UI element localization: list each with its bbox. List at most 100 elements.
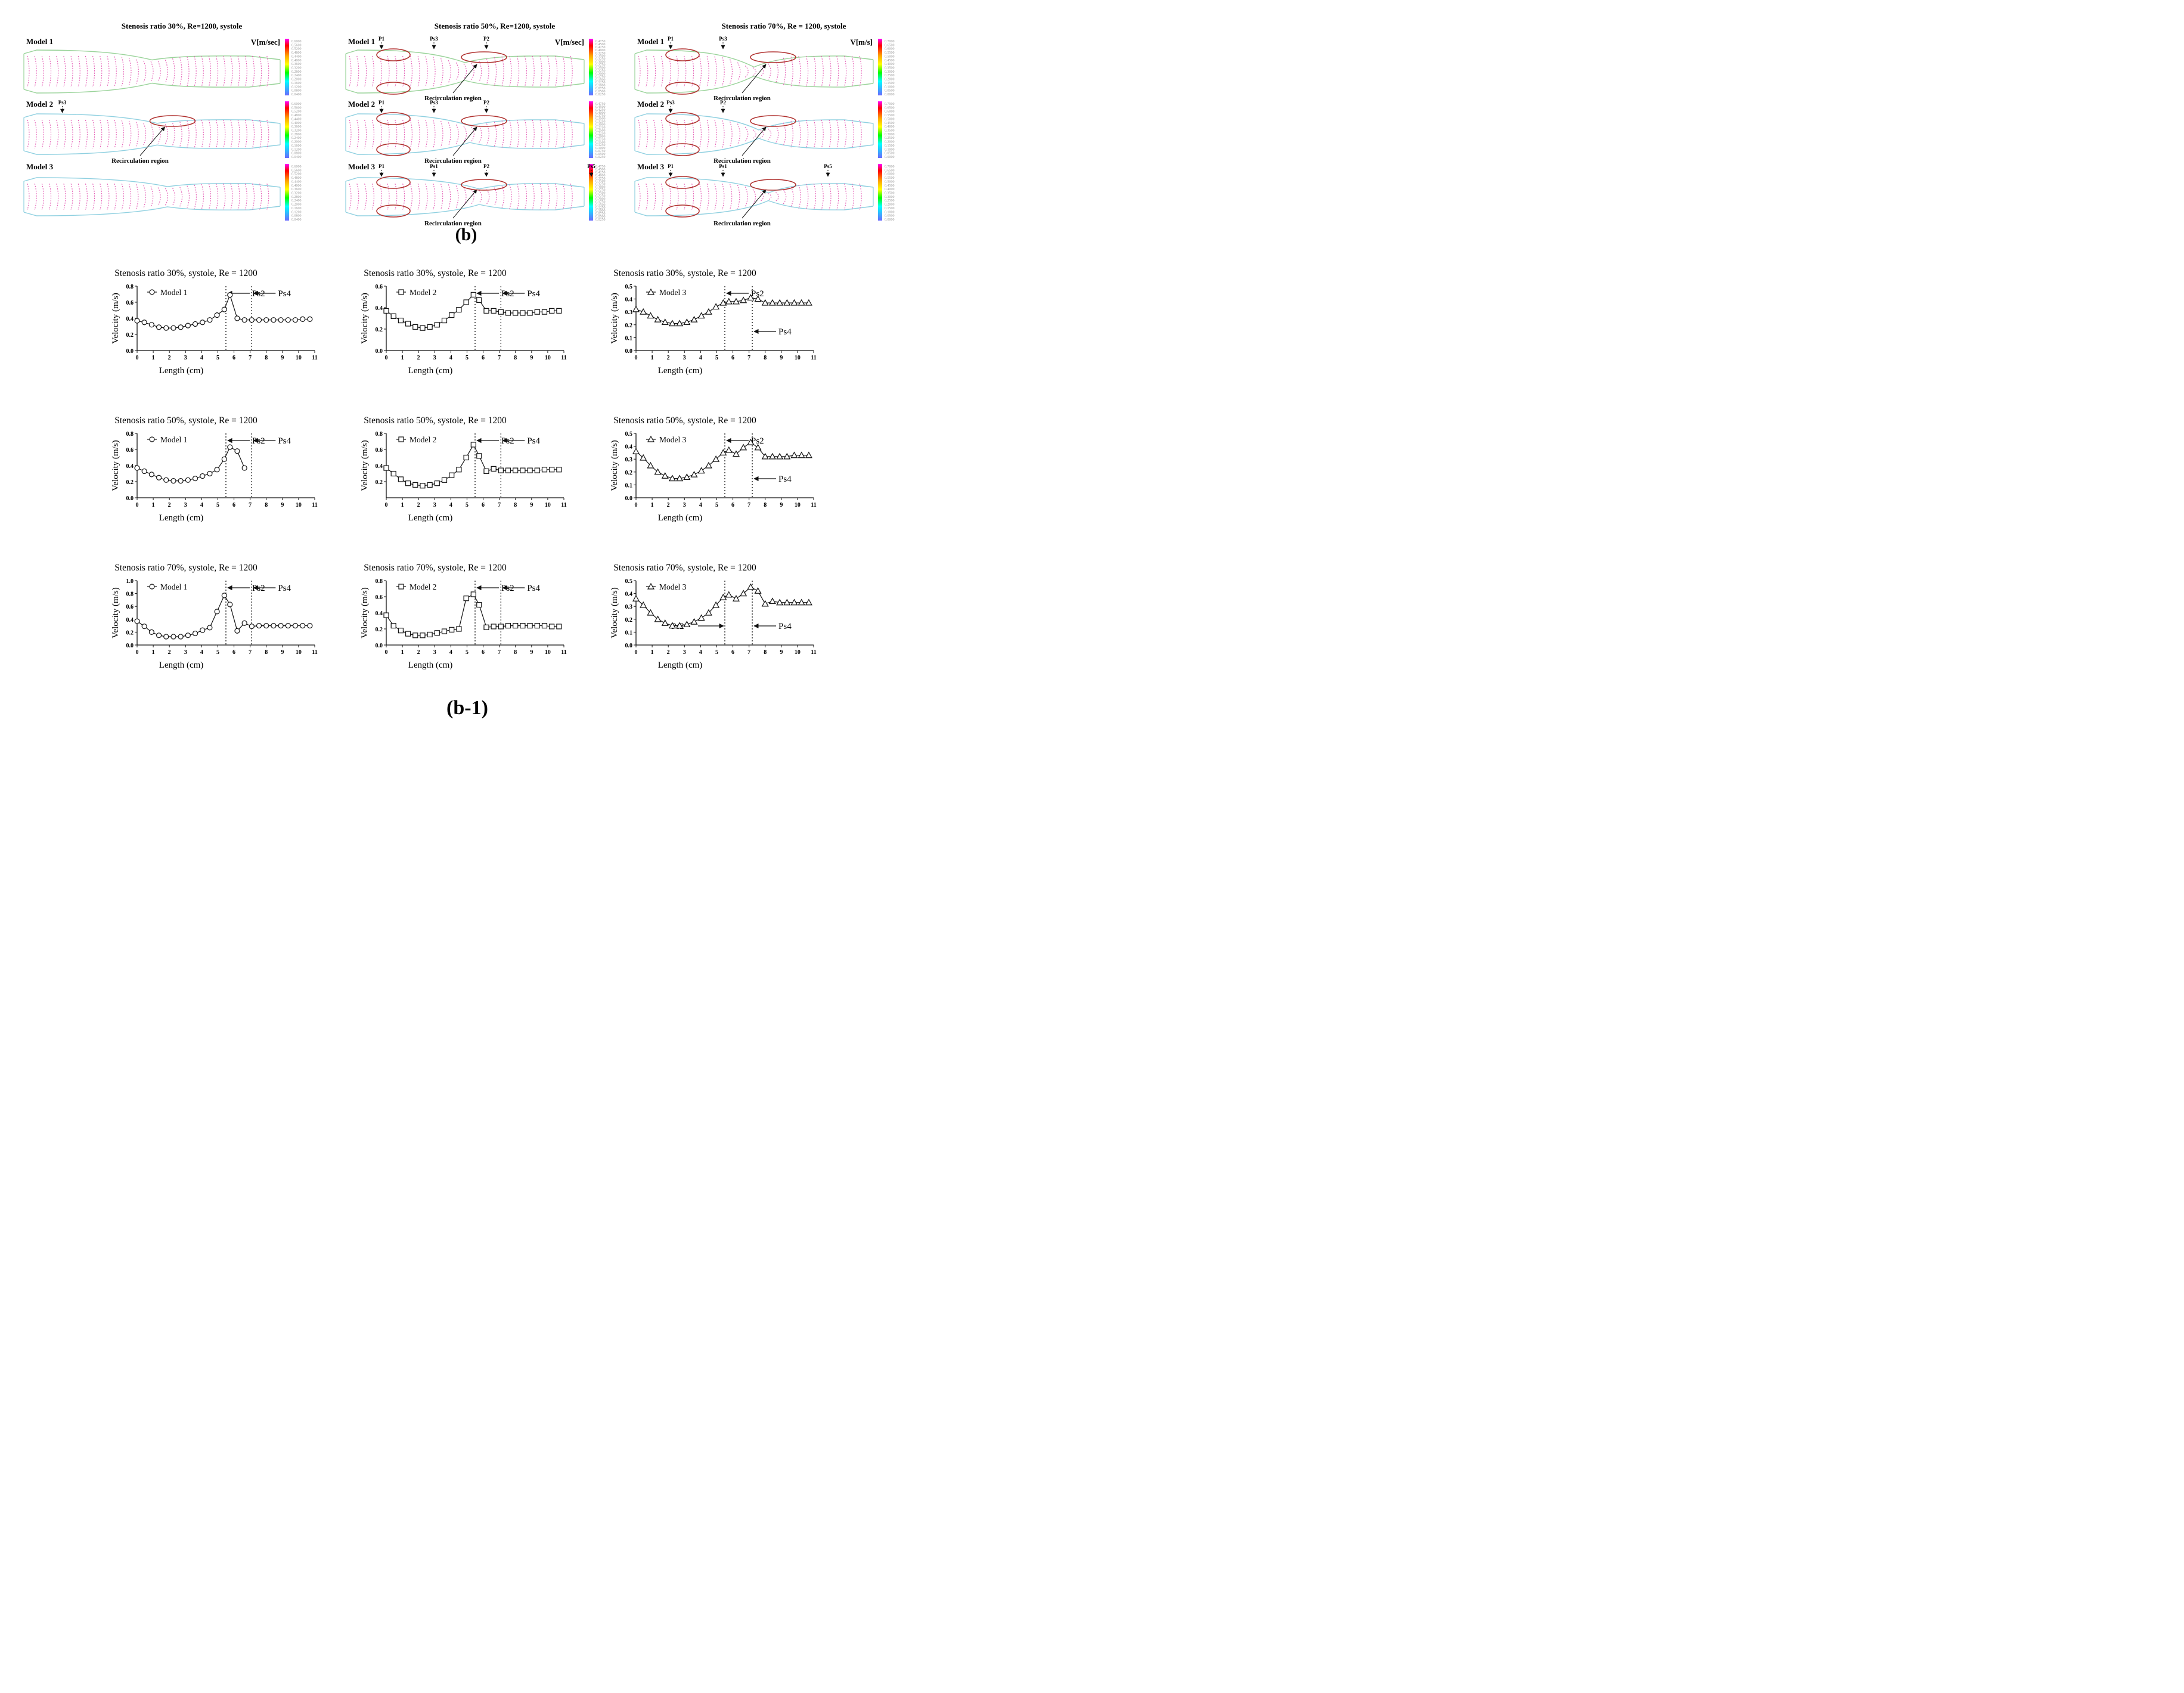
color-scale-value: 0.2400: [291, 74, 302, 77]
data-point: [470, 442, 476, 448]
velocity-vector-column: [387, 119, 390, 149]
x-tick-label: 4: [699, 355, 702, 361]
y-tick-label: 0.0: [126, 643, 134, 649]
data-point: [398, 584, 404, 590]
color-scale-value: 0.2500: [595, 67, 606, 70]
data-point: [732, 450, 740, 457]
velocity-vector-column: [494, 122, 497, 147]
velocity-vector-column: [172, 188, 176, 206]
velocity-vector-column: [395, 119, 398, 149]
x-axis-label: Length (cm): [408, 366, 453, 376]
velocity-vector-column: [730, 184, 733, 210]
data-point: [668, 475, 676, 482]
velocity-vector-column: [230, 119, 233, 149]
flow-annotations: Ps3 Recirculation region: [58, 100, 196, 165]
recirculation-ellipse: [461, 179, 507, 191]
data-point: [405, 321, 411, 327]
velocity-vector-column: [517, 184, 520, 210]
y-tick-label: 0.2: [625, 470, 633, 476]
point-label: Ps3: [430, 36, 438, 42]
x-tick-label: 3: [433, 355, 436, 361]
data-point: [271, 622, 277, 629]
velocity-vector-column: [646, 119, 649, 149]
x-tick-label: 1: [401, 502, 404, 508]
data-point: [520, 467, 526, 473]
data-point: [449, 312, 455, 318]
vessel-wall-top: [23, 113, 281, 124]
velocity-vector-column: [783, 189, 787, 204]
velocity-vector-column: [790, 187, 794, 207]
data-point: [556, 308, 562, 314]
y-tick-label: 1.0: [126, 578, 134, 585]
vessel-wall-top: [634, 49, 874, 68]
data-point: [654, 468, 662, 475]
panel-label-b: (b): [455, 225, 477, 244]
x-tick-label: 8: [764, 649, 767, 656]
color-scale-value: 0.3750: [595, 114, 606, 118]
x-tick-label: 10: [545, 355, 551, 361]
color-scale-value: 0.1000: [595, 147, 606, 150]
color-scale-value: 0.0500: [885, 215, 895, 218]
x-tick-label: 9: [281, 355, 284, 361]
data-point: [668, 320, 676, 327]
data-point: [390, 622, 396, 629]
velocity-vector-column: [562, 183, 565, 210]
x-tick-label: 4: [449, 649, 452, 656]
data-point: [790, 599, 798, 606]
x-tick-label: 2: [667, 649, 670, 656]
reference-label: Ps2: [751, 436, 764, 446]
velocity-vector-column: [85, 183, 88, 210]
x-tick-label: 7: [498, 355, 501, 361]
data-point: [148, 322, 154, 328]
velocity-vector-column: [821, 183, 824, 210]
velocity-vector-column: [486, 189, 490, 204]
data-point: [227, 444, 233, 450]
data-point: [420, 325, 426, 331]
point-label: P1: [379, 163, 384, 169]
data-point: [463, 299, 469, 305]
velocity-vector-column: [714, 120, 717, 148]
color-scale-value: 0.4400: [291, 180, 302, 184]
data-point: [483, 308, 489, 314]
data-point: [725, 591, 733, 598]
x-tick-label: 6: [482, 502, 485, 508]
point-label: P1: [379, 36, 384, 42]
x-tick-label: 1: [651, 502, 654, 508]
color-scale-value: 0.5600: [291, 169, 302, 172]
data-point: [683, 473, 691, 480]
x-axis-label: Length (cm): [408, 661, 453, 670]
color-scale-value: 0.1750: [595, 75, 606, 79]
velocity-vector-column: [157, 187, 161, 206]
color-scale-value: 0.3600: [291, 63, 302, 66]
velocity-vector-column: [760, 66, 764, 77]
x-tick-label: 7: [747, 355, 750, 361]
data-point: [170, 634, 176, 640]
color-scale-value: 0.2250: [595, 69, 606, 73]
velocity-vector-column: [433, 120, 436, 148]
velocity-vector-column: [425, 120, 428, 148]
y-tick-label: 0.3: [625, 309, 633, 316]
velocity-vector-column: [150, 124, 154, 144]
x-tick-label: 0: [385, 649, 388, 656]
color-scale-value: 0.1500: [595, 78, 606, 82]
color-scale-value: 0.2250: [595, 132, 606, 135]
velocity-vector-column: [737, 62, 741, 81]
point-label: Ps3: [666, 100, 675, 106]
data-point: [200, 473, 206, 479]
velocity-vector-column: [34, 119, 37, 149]
color-scale-value: 0.3200: [291, 192, 302, 196]
color-scale-value: 0.4500: [595, 106, 606, 109]
velocity-vector-column: [395, 183, 398, 210]
data-point: [405, 480, 411, 486]
velocity-vector-column: [509, 56, 512, 87]
color-scale-value: 0.2000: [595, 72, 606, 76]
color-scale-value: 0.4000: [291, 122, 302, 125]
y-tick-label: 0.1: [625, 335, 633, 342]
velocity-vector-column: [501, 56, 504, 87]
y-tick-label: 0.6: [376, 594, 383, 601]
x-tick-label: 6: [232, 355, 235, 361]
recirculation-label: Recirculation region: [111, 157, 169, 165]
velocity-vector-column: [187, 185, 190, 208]
y-tick-label: 0.4: [126, 463, 134, 470]
data-point: [185, 323, 191, 328]
